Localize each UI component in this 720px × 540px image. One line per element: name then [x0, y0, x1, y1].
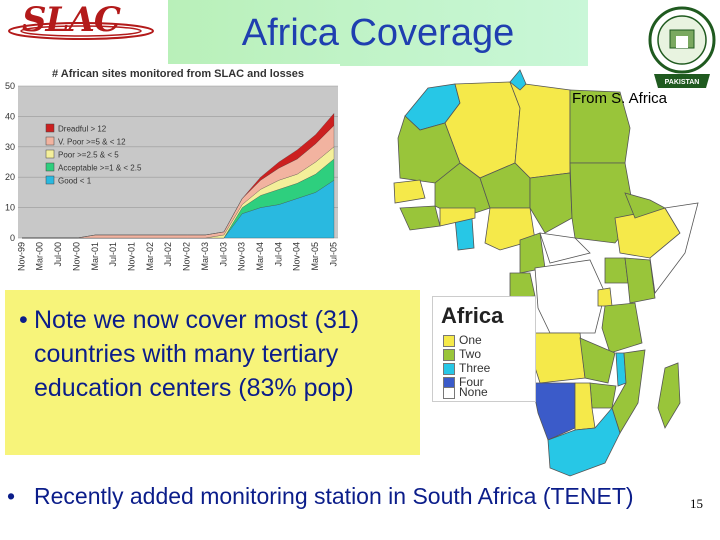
map-region-libya [509, 81, 571, 179]
x-tick-label: Jul-03 [218, 242, 228, 267]
chart-legend-label: V. Poor >=5 & < 12 [58, 138, 126, 147]
chart-title: # African sites monitored from SLAC and … [52, 68, 304, 80]
logo-text: SLAC [22, 0, 121, 40]
x-tick-label: Mar-00 [35, 242, 45, 271]
y-tick-label: 20 [5, 172, 15, 182]
x-tick-label: Nov-99 [16, 242, 26, 271]
bullet-text: Recently added monitoring station in Sou… [34, 483, 634, 509]
bullet-dot: • [19, 306, 28, 334]
chart-area-series [22, 112, 335, 239]
map-region-drc [534, 259, 606, 334]
y-tick-label: 10 [5, 203, 15, 213]
map-region-botswana [574, 382, 596, 431]
y-tick-label: 50 [5, 81, 15, 91]
chart-legend-label: Good < 1 [58, 177, 92, 186]
map-region-south-africa [547, 407, 621, 477]
map-region-uganda [604, 257, 629, 284]
x-tick-label: Jul-00 [53, 242, 63, 267]
x-tick-label: Mar-01 [90, 242, 100, 271]
x-tick-label: Mar-02 [145, 242, 155, 271]
map-region-chad [529, 172, 573, 234]
chart-legend-swatch [45, 136, 55, 146]
map-region-tunisia [509, 69, 527, 91]
map-region-burkina [439, 207, 476, 227]
chart-legend-swatch [45, 162, 55, 172]
loss-chart: # African sites monitored from SLAC and … [0, 64, 340, 280]
chart-legend-swatch [45, 175, 55, 185]
x-tick-label: Nov-04 [292, 242, 302, 271]
legend-label: Four [459, 375, 484, 389]
page-number: 15 [690, 496, 703, 511]
page-title: Africa Coverage [241, 12, 515, 54]
x-tick-label: Nov-01 [126, 242, 136, 271]
slac-logo: SLAC [0, 0, 165, 62]
map-region-somalia [649, 202, 699, 295]
university-seal-icon: PAKISTAN [648, 6, 716, 88]
x-tick-label: Mar-05 [310, 242, 320, 271]
chart-legend-swatch [45, 123, 55, 133]
legend-label: Two [459, 347, 482, 361]
x-tick-label: Nov-02 [182, 242, 192, 271]
map-region-rwanda [597, 287, 613, 307]
legend-swatch [443, 363, 455, 375]
map-region-madagascar [657, 362, 681, 429]
seal-text: PAKISTAN [665, 79, 700, 86]
map-legend-title: Africa [441, 303, 504, 328]
legend-swatch [443, 349, 455, 361]
x-tick-label: Jul-04 [273, 242, 283, 267]
map-region-egypt [569, 89, 631, 164]
x-tick-label: Jul-02 [163, 242, 173, 267]
map-region-namibia [531, 382, 576, 441]
note-box [5, 290, 420, 455]
y-tick-label: 30 [5, 142, 15, 152]
y-tick-label: 0 [10, 233, 15, 243]
x-tick-label: Mar-04 [255, 242, 265, 271]
legend-label: None [459, 385, 488, 399]
map-region-gabon [509, 272, 536, 299]
title-band [168, 0, 588, 66]
x-tick-label: Jul-01 [108, 242, 118, 267]
y-tick-label: 40 [5, 111, 15, 121]
legend-swatch [443, 335, 455, 347]
legend-label: Three [459, 361, 491, 375]
map-region-zimbabwe [589, 382, 617, 409]
logo-swoosh-icon [8, 22, 154, 40]
map-caption: From S. Africa [572, 90, 668, 107]
x-tick-label: Mar-03 [200, 242, 210, 271]
chart-legend-swatch [45, 149, 55, 159]
x-tick-label: Nov-03 [237, 242, 247, 271]
map-region-ghana [454, 217, 475, 251]
map-region-guinea [399, 205, 441, 231]
x-tick-label: Nov-00 [71, 242, 81, 271]
bullet-text: Note we now cover most (31) countries wi… [34, 306, 360, 402]
bullet-dot: • [7, 483, 16, 509]
map-region-angola [529, 332, 586, 384]
map-region-car [539, 232, 591, 264]
map-region-tanzania [601, 302, 643, 354]
loss-chart-svg: # African sites monitored from SLAC and … [0, 64, 340, 280]
map-region-zambia [579, 337, 616, 384]
africa-map [380, 68, 720, 480]
chart-legend-label: Acceptable >=1 & < 2.5 [58, 164, 142, 173]
chart-legend-label: Poor >=2.5 & < 5 [58, 151, 119, 160]
map-legend: Africa One Two Three Four None [432, 296, 536, 402]
map-region-kenya [624, 257, 656, 304]
map-region-senegal [393, 179, 426, 204]
legend-swatch [443, 387, 455, 399]
africa-map-svg [393, 69, 699, 477]
chart-legend-label: Dreadful > 12 [58, 125, 107, 134]
x-tick-label: Jul-05 [328, 242, 338, 267]
legend-label: One [459, 333, 482, 347]
